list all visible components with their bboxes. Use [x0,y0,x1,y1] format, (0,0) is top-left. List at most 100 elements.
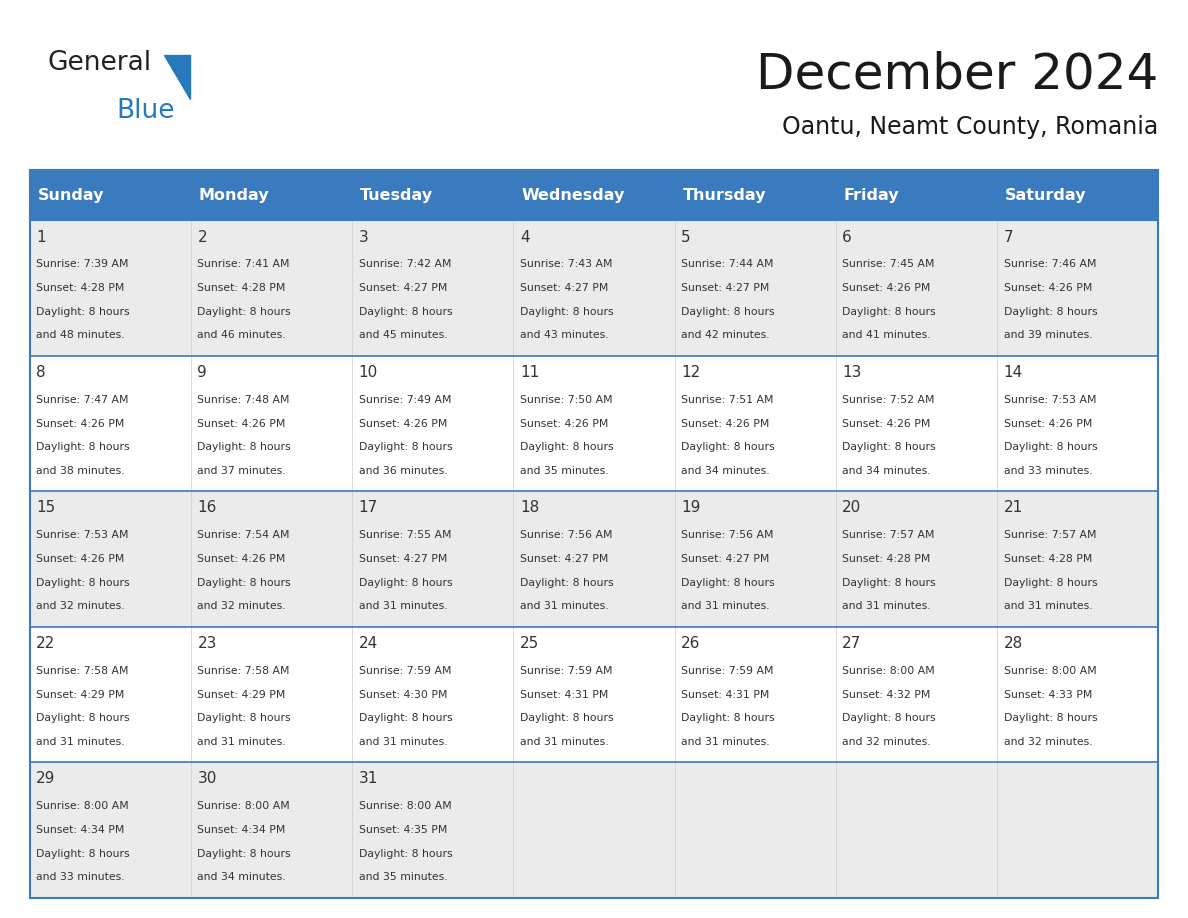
Text: Daylight: 8 hours: Daylight: 8 hours [520,442,613,453]
Text: 5: 5 [681,230,690,244]
Bar [675,220,836,356]
Text: Sunset: 4:26 PM: Sunset: 4:26 PM [842,283,930,293]
Bar [191,170,352,220]
Text: Sunset: 4:26 PM: Sunset: 4:26 PM [842,419,930,429]
Text: Daylight: 8 hours: Daylight: 8 hours [681,307,775,317]
Text: Daylight: 8 hours: Daylight: 8 hours [197,849,291,858]
Text: Daylight: 8 hours: Daylight: 8 hours [197,307,291,317]
Text: 29: 29 [36,771,56,787]
Text: 24: 24 [359,636,378,651]
Text: 18: 18 [520,500,539,516]
Bar [513,170,675,220]
Text: Wednesday: Wednesday [522,187,625,203]
Text: Sunrise: 8:00 AM: Sunrise: 8:00 AM [197,801,290,812]
Text: Sunday: Sunday [38,187,105,203]
Text: Sunset: 4:26 PM: Sunset: 4:26 PM [1004,419,1092,429]
Text: 10: 10 [359,365,378,380]
Text: Sunrise: 7:42 AM: Sunrise: 7:42 AM [359,259,451,269]
Text: Daylight: 8 hours: Daylight: 8 hours [842,713,936,723]
Text: 6: 6 [842,230,852,244]
Text: Sunrise: 7:41 AM: Sunrise: 7:41 AM [197,259,290,269]
Text: Saturday: Saturday [1005,187,1087,203]
Bar [513,356,675,491]
Text: Sunset: 4:28 PM: Sunset: 4:28 PM [842,554,930,564]
Text: Daylight: 8 hours: Daylight: 8 hours [359,849,453,858]
Text: and 41 minutes.: and 41 minutes. [842,330,931,341]
Text: and 32 minutes.: and 32 minutes. [36,601,125,611]
Bar [836,220,997,356]
Text: Sunset: 4:34 PM: Sunset: 4:34 PM [197,825,286,835]
Bar [352,491,513,627]
Text: 2: 2 [197,230,207,244]
Text: and 35 minutes.: and 35 minutes. [359,872,447,882]
Text: Sunset: 4:27 PM: Sunset: 4:27 PM [359,283,447,293]
Bar [513,627,675,762]
Text: Sunset: 4:29 PM: Sunset: 4:29 PM [197,689,286,700]
Bar [836,491,997,627]
Text: Sunset: 4:27 PM: Sunset: 4:27 PM [359,554,447,564]
Text: 27: 27 [842,636,861,651]
Text: and 31 minutes.: and 31 minutes. [520,737,608,747]
Text: Daylight: 8 hours: Daylight: 8 hours [359,442,453,453]
Bar [997,170,1158,220]
Text: and 33 minutes.: and 33 minutes. [1004,466,1092,476]
Text: 26: 26 [681,636,701,651]
Text: December 2024: December 2024 [756,50,1158,98]
Text: and 31 minutes.: and 31 minutes. [359,601,447,611]
Text: Sunset: 4:31 PM: Sunset: 4:31 PM [520,689,608,700]
Text: 17: 17 [359,500,378,516]
Text: 15: 15 [36,500,56,516]
Bar [30,220,191,356]
Text: and 36 minutes.: and 36 minutes. [359,466,447,476]
Bar [997,356,1158,491]
Text: and 31 minutes.: and 31 minutes. [359,737,447,747]
Bar [836,356,997,491]
Text: Sunset: 4:26 PM: Sunset: 4:26 PM [197,419,286,429]
Text: Daylight: 8 hours: Daylight: 8 hours [36,713,129,723]
Text: 11: 11 [520,365,539,380]
Text: Sunset: 4:28 PM: Sunset: 4:28 PM [197,283,286,293]
Text: Sunrise: 7:39 AM: Sunrise: 7:39 AM [36,259,128,269]
Text: Sunrise: 7:53 AM: Sunrise: 7:53 AM [36,531,128,541]
Text: Sunrise: 8:00 AM: Sunrise: 8:00 AM [1004,666,1097,676]
Text: Sunset: 4:31 PM: Sunset: 4:31 PM [681,689,770,700]
Bar [675,170,836,220]
Bar [675,627,836,762]
Text: and 35 minutes.: and 35 minutes. [520,466,608,476]
Text: 12: 12 [681,365,700,380]
Text: Sunrise: 8:00 AM: Sunrise: 8:00 AM [359,801,451,812]
Bar [30,762,191,898]
Text: Sunrise: 7:50 AM: Sunrise: 7:50 AM [520,395,613,405]
Bar [675,356,836,491]
Text: 31: 31 [359,771,378,787]
Text: Sunrise: 7:58 AM: Sunrise: 7:58 AM [197,666,290,676]
Bar [191,220,352,356]
Text: 23: 23 [197,636,216,651]
Text: Sunrise: 7:48 AM: Sunrise: 7:48 AM [197,395,290,405]
Text: Oantu, Neamt County, Romania: Oantu, Neamt County, Romania [782,115,1158,139]
Bar [352,627,513,762]
Text: and 45 minutes.: and 45 minutes. [359,330,447,341]
Bar [675,762,836,898]
Text: 30: 30 [197,771,216,787]
Text: Sunrise: 7:59 AM: Sunrise: 7:59 AM [520,666,612,676]
Text: Daylight: 8 hours: Daylight: 8 hours [197,442,291,453]
Text: Daylight: 8 hours: Daylight: 8 hours [681,442,775,453]
Text: Friday: Friday [843,187,899,203]
Text: 14: 14 [1004,365,1023,380]
Text: Sunset: 4:32 PM: Sunset: 4:32 PM [842,689,930,700]
Bar [997,491,1158,627]
Text: Daylight: 8 hours: Daylight: 8 hours [36,307,129,317]
Bar [352,170,513,220]
Text: Blue: Blue [116,98,175,124]
Text: Sunset: 4:26 PM: Sunset: 4:26 PM [36,419,125,429]
Bar [997,220,1158,356]
Text: Sunrise: 7:56 AM: Sunrise: 7:56 AM [681,531,773,541]
Text: Daylight: 8 hours: Daylight: 8 hours [520,577,613,588]
Text: Sunset: 4:26 PM: Sunset: 4:26 PM [681,419,770,429]
Text: Sunrise: 7:47 AM: Sunrise: 7:47 AM [36,395,128,405]
Text: Sunset: 4:34 PM: Sunset: 4:34 PM [36,825,125,835]
Text: Sunset: 4:35 PM: Sunset: 4:35 PM [359,825,447,835]
Text: Daylight: 8 hours: Daylight: 8 hours [681,577,775,588]
Text: Sunset: 4:28 PM: Sunset: 4:28 PM [1004,554,1092,564]
